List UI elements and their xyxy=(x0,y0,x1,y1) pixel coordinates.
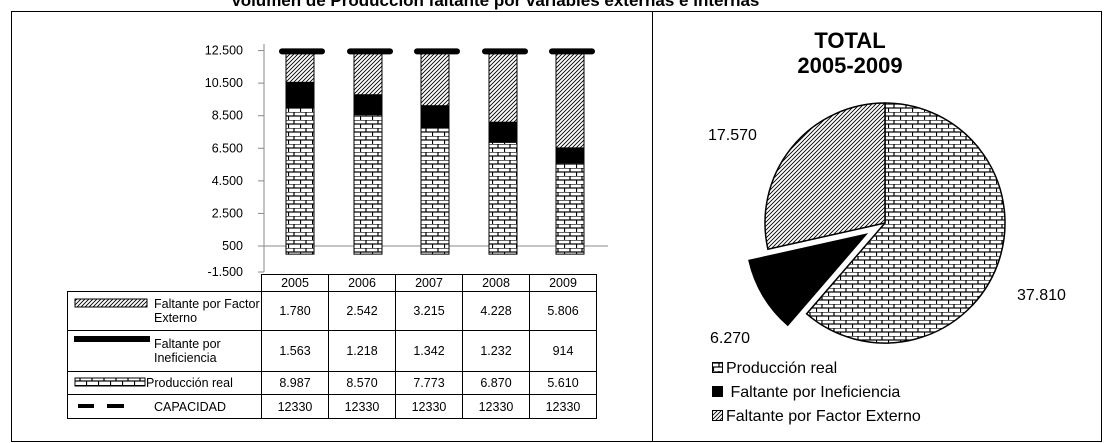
table-corner xyxy=(68,275,262,292)
legend-ineficiencia: Faltante por Ineficiencia xyxy=(67,330,262,372)
table-cell: 12330 xyxy=(328,394,396,419)
table-cell: 3.215 xyxy=(395,291,463,331)
bar-segment-ineficiencia xyxy=(353,94,383,116)
pie-slice xyxy=(805,102,1006,344)
table-cell: 8.987 xyxy=(261,371,329,395)
table-cell: 1.218 xyxy=(328,330,396,372)
pie-legend-item: Producción real xyxy=(712,360,837,378)
y-tick-label: 6.500 xyxy=(212,141,243,155)
bar-segment-produccion-real xyxy=(285,107,315,255)
bar-segment-factor-externo xyxy=(353,52,383,96)
table-header-2005: 2005 xyxy=(261,274,329,292)
table-cell: 914 xyxy=(529,330,597,372)
y-axis-ticks: 12.500 10.500 8.500 6.500 4.500 2.500 500 -1.50… xyxy=(205,44,264,279)
bar-segment-ineficiencia xyxy=(555,147,585,164)
table-row: Faltante por Ineficiencia 1.563 1.218 1.… xyxy=(67,330,597,372)
table-cell: 12330 xyxy=(529,394,597,419)
pie-legend-label: Producción real xyxy=(726,360,838,377)
y-tick-label: 12.500 xyxy=(205,44,243,58)
table-cell: 2.542 xyxy=(328,291,396,331)
pie-slice xyxy=(748,233,869,327)
table-header-2008: 2008 xyxy=(462,274,530,292)
table-cell: 8.570 xyxy=(328,371,396,395)
bar-segment-produccion-real xyxy=(555,162,585,255)
y-tick-label: 4.500 xyxy=(212,174,243,188)
table-row: CAPACIDAD 12330 12330 12330 12330 12330 xyxy=(67,394,597,419)
bar-segment-factor-externo xyxy=(488,52,518,123)
table-row: Producción real 8.987 8.570 7.773 6.870 … xyxy=(67,371,597,395)
bar-segment-factor-externo xyxy=(555,52,585,149)
bar-segment-produccion-real xyxy=(353,114,383,255)
hatch-legend-icon xyxy=(712,410,723,421)
bars-group xyxy=(279,48,595,255)
pie-slice xyxy=(764,102,886,251)
bar-segment-produccion-real xyxy=(488,141,518,255)
legend-capacidad: CAPACIDAD xyxy=(67,394,262,419)
y-tick-label: 8.500 xyxy=(212,109,243,123)
brick-symbol-icon xyxy=(74,377,146,387)
bar-segment-ineficiencia xyxy=(488,121,518,143)
table-cell: 5.806 xyxy=(529,291,597,331)
table-cell: 1.232 xyxy=(462,330,530,372)
table-row: Faltante por Factor Externo 1.780 2.542 … xyxy=(67,291,597,331)
table-header-2009: 2009 xyxy=(529,274,597,292)
pie-chart-panel xyxy=(652,11,1102,442)
y-tick-label: 2.500 xyxy=(212,206,243,220)
data-table: 2005 2006 2007 2008 2009 Faltante por Fa… xyxy=(67,274,597,419)
pie-label-ineficiencia: 6.270 xyxy=(710,330,751,347)
solid-legend-icon xyxy=(712,386,723,397)
pie-title: TOTAL 2005-2009 xyxy=(690,28,1010,78)
bar-segment-produccion-real xyxy=(420,127,450,255)
table-cell: 6.870 xyxy=(462,371,530,395)
pie-legend-item: Faltante por Factor Externo xyxy=(712,408,921,426)
pie-title-line: TOTAL xyxy=(814,28,886,53)
brick-legend-icon xyxy=(712,362,723,373)
table-cell: 7.773 xyxy=(395,371,463,395)
pie-label-factor-externo: 17.570 xyxy=(708,127,757,144)
y-tick-label: 500 xyxy=(222,239,243,253)
table-cell: 5.610 xyxy=(529,371,597,395)
table-header-2006: 2006 xyxy=(328,274,396,292)
legend-factor-externo: Faltante por Factor Externo xyxy=(67,291,262,331)
table-header-row: 2005 2006 2007 2008 2009 xyxy=(68,274,597,292)
pie-label-produccion-real: 37.810 xyxy=(1017,287,1066,304)
y-tick-label: -1.500 xyxy=(208,265,243,279)
bar-segment-factor-externo xyxy=(285,52,315,83)
pie-group xyxy=(748,102,1006,344)
dash-symbol-icon xyxy=(78,404,124,408)
hatch-symbol-icon xyxy=(74,298,148,308)
pie-legend-item: Faltante por Ineficiencia xyxy=(712,384,900,402)
table-cell: 1.342 xyxy=(395,330,463,372)
bar-segment-ineficiencia xyxy=(420,105,450,129)
solid-symbol-icon xyxy=(74,336,150,342)
bar-segment-factor-externo xyxy=(420,52,450,107)
table-header-2007: 2007 xyxy=(395,274,463,292)
chart-title: Volumen de Producción faltante por varia… xyxy=(230,0,760,10)
table-cell: 12330 xyxy=(261,394,329,419)
table-cell: 12330 xyxy=(462,394,530,419)
legend-produccion-real: Producción real xyxy=(67,371,262,395)
table-cell: 1.563 xyxy=(261,330,329,372)
y-tick-label: 10.500 xyxy=(205,76,243,90)
pie-legend-label: Faltante por Factor Externo xyxy=(726,408,921,425)
pie-title-line: 2005-2009 xyxy=(797,53,903,78)
pie-legend-label: Faltante por Ineficiencia xyxy=(730,384,901,401)
bar-segment-ineficiencia xyxy=(285,81,315,109)
table-cell: 4.228 xyxy=(462,291,530,331)
table-cell: 1.780 xyxy=(261,291,329,331)
table-cell: 12330 xyxy=(395,394,463,419)
